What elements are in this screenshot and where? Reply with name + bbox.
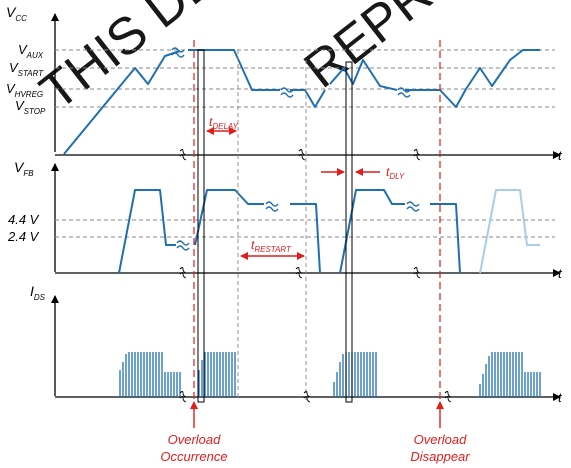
restart-window-box <box>345 61 353 403</box>
axis-break-icon <box>298 149 306 161</box>
vcc-waveform-segment-3 <box>290 89 326 108</box>
vcc-panel: VCC t VAUX VSTART VHVREG VSTOP <box>6 4 563 163</box>
vfb-axis-break-icon <box>265 201 279 207</box>
level-label-vhvreg: VHVREG <box>6 81 43 99</box>
vfb-waveform-segment-2 <box>194 189 264 246</box>
vcc-time-label: t <box>558 148 563 163</box>
level-label-vaux: VAUX <box>18 42 44 60</box>
vcc-axis-label: VCC <box>6 4 27 23</box>
watermark-text-left: THIS DE <box>30 0 227 121</box>
timing-annotations: tDELAY tDLY tRESTART <box>206 115 405 260</box>
overload-disappear-line2: Disappear <box>410 449 470 464</box>
vcc-waveform-segment-2 <box>188 49 280 91</box>
axis-break-icon <box>303 391 311 403</box>
t-delay-label: tDELAY <box>209 115 239 131</box>
vcc-axis-break-icon <box>280 87 294 93</box>
vfb-axis-break-icon <box>176 240 190 246</box>
ids-time-label: t <box>558 390 563 405</box>
overload-occurrence-line1: Overload <box>168 432 222 447</box>
vcc-waveform-segment-4 <box>329 59 398 91</box>
axis-break-icon <box>295 267 303 279</box>
vcc-waveform-segment-1 <box>63 50 181 155</box>
pulse-burst-4 <box>479 352 541 397</box>
axis-break-icon <box>179 149 187 161</box>
t-dly-label: tDLY <box>386 165 405 181</box>
axis-break-icon <box>179 391 187 403</box>
pulse-burst-3 <box>333 352 377 397</box>
event-markers: Overload Occurrence Overload Disappear <box>160 401 470 464</box>
vfb-panel: VFB t 4.4 V 2.4 V <box>7 159 563 281</box>
switching-pulses <box>119 352 541 397</box>
vfb-waveform-faded <box>479 189 540 274</box>
axis-break-icon <box>179 267 187 279</box>
vfb-time-label: t <box>558 266 563 281</box>
level-label-4v4: 4.4 V <box>8 212 40 227</box>
vfb-axis-label: VFB <box>14 159 34 178</box>
watermark-text-right: REPRE <box>294 0 471 99</box>
vfb-waveform-segment-1 <box>118 189 176 274</box>
t-restart-label: tRESTART <box>251 238 292 254</box>
vcc-waveform-segment-5 <box>405 49 540 108</box>
ids-panel: IDS t <box>30 283 563 405</box>
axis-break-icon <box>413 149 421 161</box>
ids-axis-label: IDS <box>30 283 46 302</box>
axis-break-icon <box>413 267 421 279</box>
vfb-waveform-segment-5 <box>430 203 461 274</box>
axis-break-icon <box>444 391 452 403</box>
vcc-axis-break-icon <box>397 87 411 93</box>
overload-disappear-line1: Overload <box>414 432 468 447</box>
level-label-vstop: VSTOP <box>15 98 46 116</box>
vertical-guides <box>193 40 441 412</box>
vfb-waveform-segment-3 <box>290 203 321 274</box>
protection-window-box <box>197 49 205 403</box>
vfb-axis-break-icon <box>406 201 420 207</box>
overload-occurrence-line2: Occurrence <box>160 449 227 464</box>
time-axis-breaks <box>179 149 452 403</box>
vcc-axis-break-icon <box>171 47 185 53</box>
level-label-vstart: VSTART <box>9 60 44 78</box>
vfb-waveform-segment-4 <box>339 189 405 274</box>
pulse-burst-2 <box>198 352 236 397</box>
level-label-2v4: 2.4 V <box>7 229 40 244</box>
watermark: THIS DE REPRE <box>30 0 471 121</box>
pulse-burst-1 <box>119 352 181 397</box>
